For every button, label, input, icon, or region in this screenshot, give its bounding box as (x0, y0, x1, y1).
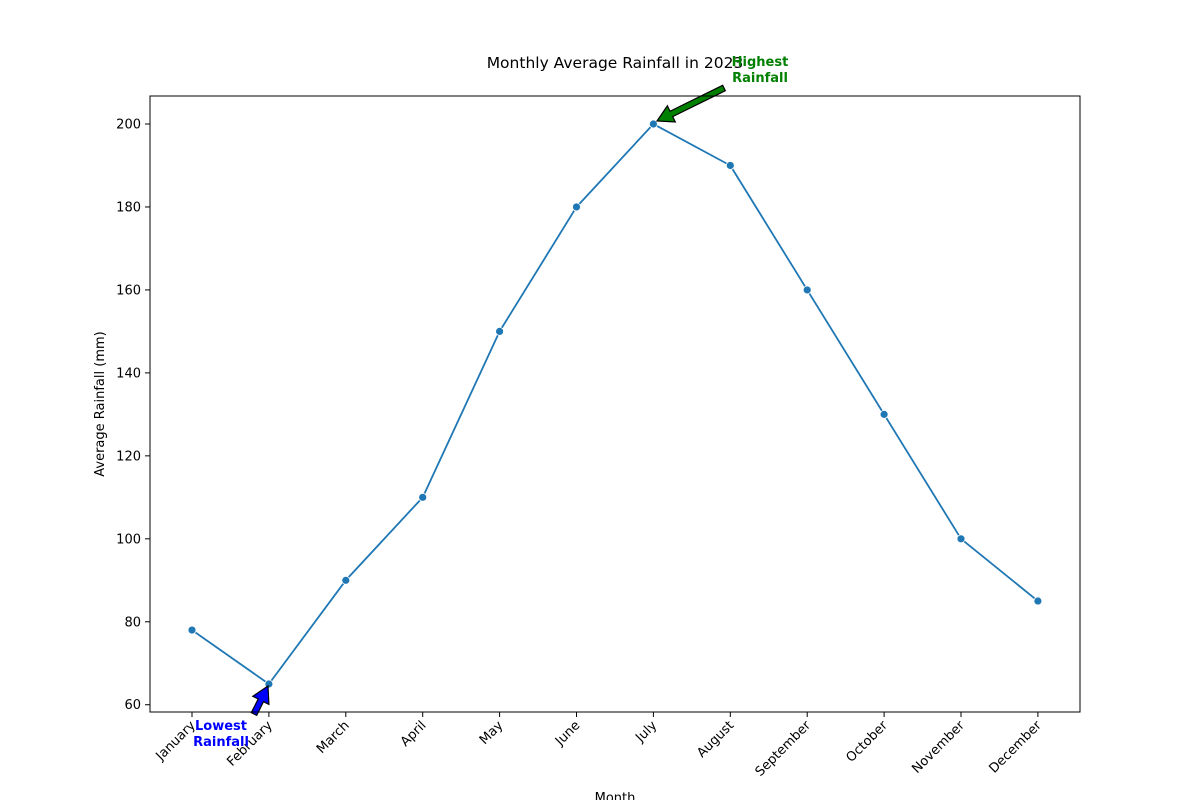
annotation-arrow (655, 84, 727, 123)
series-layer (187, 119, 1043, 689)
x-tick-label: September (753, 718, 815, 780)
x-tick-label: November (909, 718, 968, 777)
series-line (191, 123, 1039, 685)
data-point-marker (418, 492, 428, 502)
x-tick-label: March (314, 718, 353, 757)
y-tick-label: 140 (116, 366, 141, 381)
x-tick-label: October (844, 718, 892, 766)
y-tick-label: 60 (124, 698, 141, 713)
x-tick-label: June (552, 718, 583, 749)
y-tick-label: 160 (116, 283, 141, 298)
x-tick-label: April (398, 718, 430, 750)
plot-area-frame (149, 95, 1081, 713)
y-tick-label: 80 (124, 615, 141, 630)
data-point-marker (879, 409, 889, 419)
annotation-arrow (250, 684, 270, 717)
data-point-marker (802, 285, 812, 295)
x-tick-label: January (153, 718, 199, 764)
data-point-marker (264, 679, 274, 689)
data-point-marker (341, 575, 351, 585)
x-tick-label: December (986, 718, 1045, 777)
annotation-label: Rainfall (193, 735, 249, 750)
y-tick-label: 180 (116, 200, 141, 215)
x-axis-label: Month (595, 791, 636, 800)
data-point-marker (649, 119, 658, 129)
annotation-label: Highest (732, 55, 789, 70)
y-tick-label: 100 (116, 532, 141, 547)
chart-title: Monthly Average Rainfall in 2023 (487, 54, 744, 72)
x-tick-label: August (694, 718, 737, 761)
y-tick-label: 200 (116, 118, 141, 133)
data-point-marker (187, 625, 197, 635)
data-point-marker (495, 327, 505, 336)
data-point-marker (725, 161, 735, 170)
annotation-label: Lowest (195, 719, 247, 734)
data-point-marker (956, 534, 966, 544)
y-tick-label: 120 (116, 449, 141, 464)
y-axis-label: Average Rainfall (mm) (93, 331, 108, 476)
annotation-label: Rainfall (732, 71, 788, 86)
x-tick-label: May (477, 718, 507, 748)
data-point-marker (572, 202, 581, 212)
x-tick-label: July (632, 718, 660, 746)
data-point-marker (1033, 596, 1043, 606)
